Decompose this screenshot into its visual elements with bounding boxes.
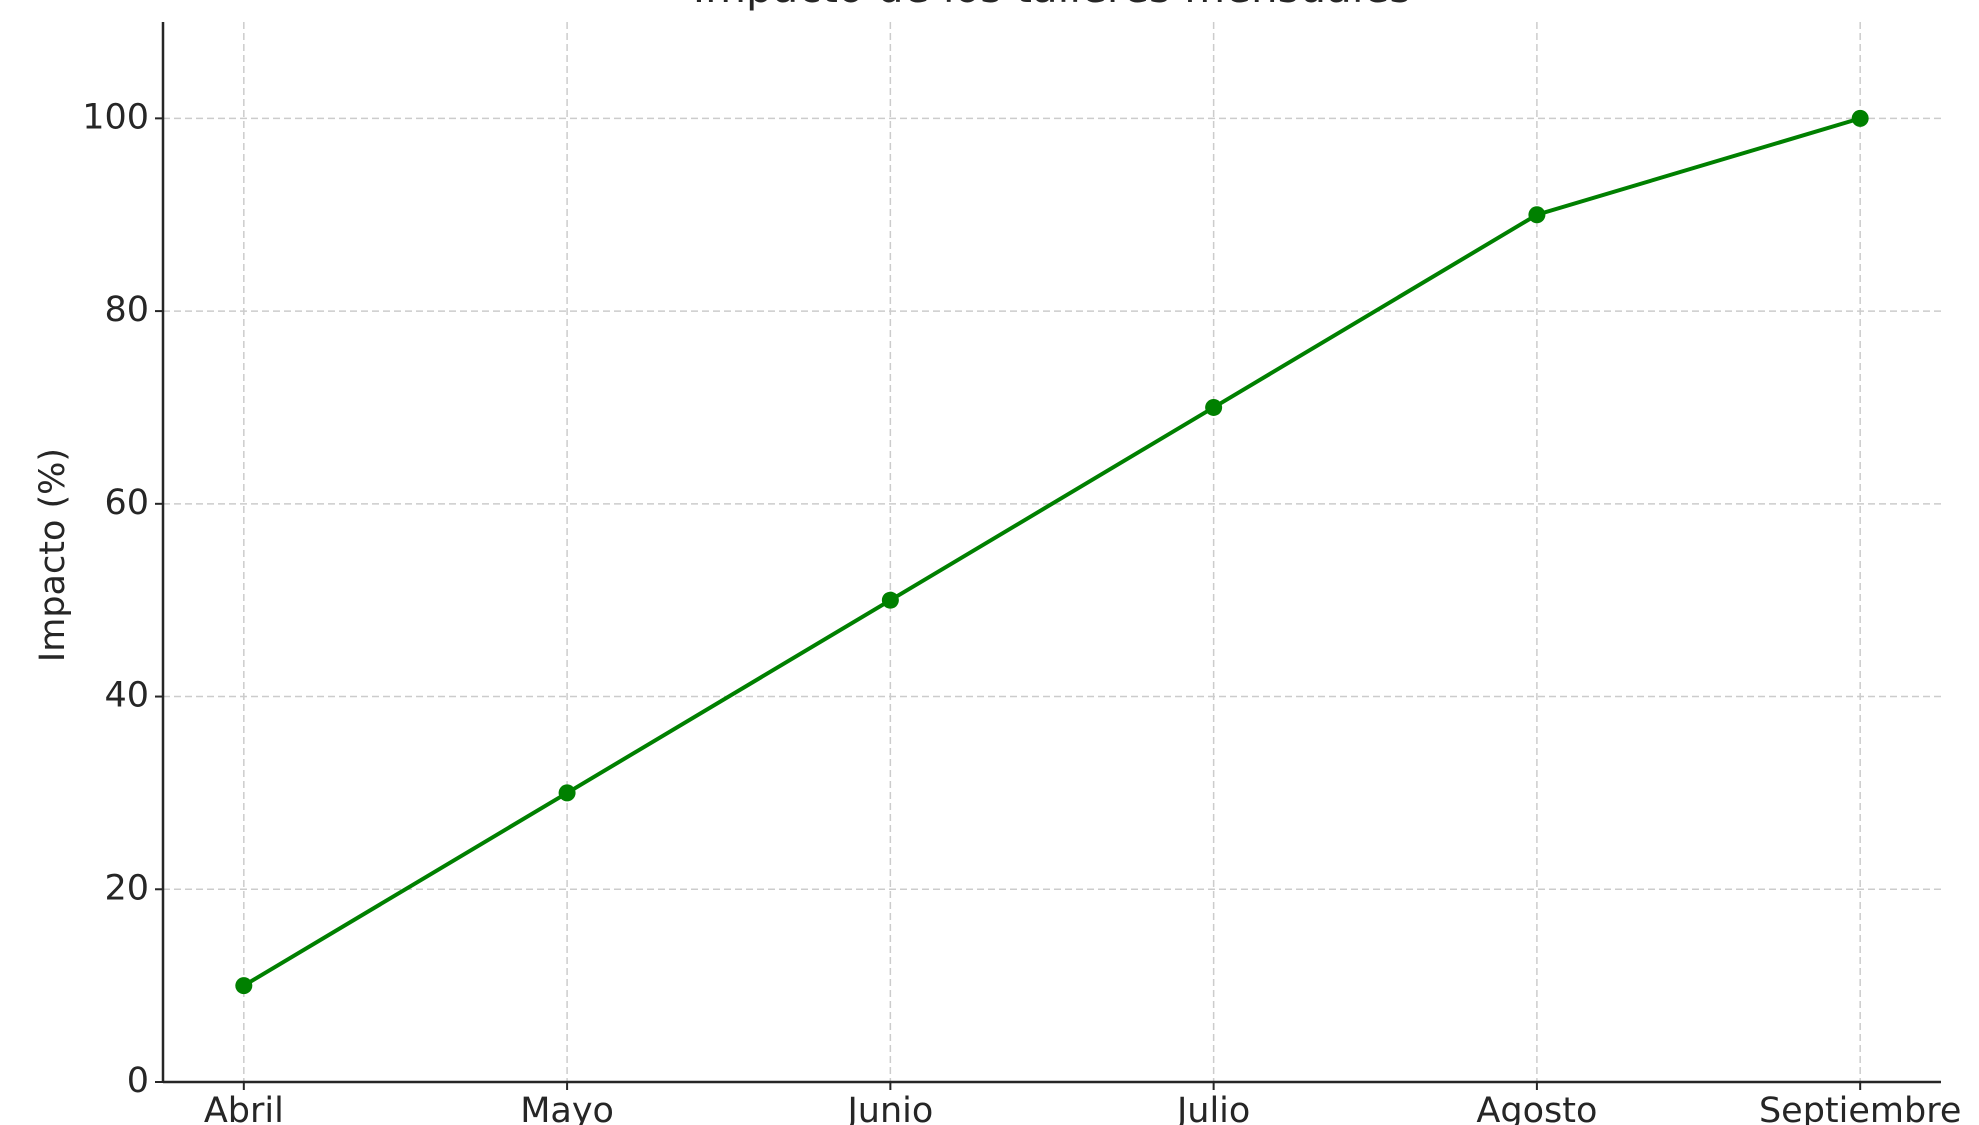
data-point (1851, 109, 1869, 127)
chart-title: Impacto de los talleres mensuales (693, 0, 1412, 12)
x-tick-label: Julio (1175, 1091, 1250, 1125)
y-tick-label: 60 (104, 483, 149, 523)
x-tick-label: Abril (204, 1091, 284, 1125)
line-series (242, 116, 1861, 988)
y-tick-label: 80 (104, 290, 149, 330)
y-tick-label: 40 (104, 676, 149, 716)
data-point (235, 977, 253, 995)
data-point (558, 784, 576, 802)
data-point (1528, 206, 1546, 224)
data-point (1205, 398, 1223, 416)
x-tick-label: Mayo (520, 1091, 614, 1125)
x-tick-label: Agosto (1476, 1091, 1597, 1125)
x-tick-label: Septiembre (1759, 1091, 1961, 1125)
y-tick-label: 20 (104, 868, 149, 908)
y-tick-label: 0 (127, 1061, 149, 1101)
y-tick-label: 100 (82, 97, 149, 137)
data-point (881, 591, 899, 609)
y-axis-label: Impacto (%) (33, 448, 73, 662)
x-tick-label: Junio (845, 1091, 933, 1125)
